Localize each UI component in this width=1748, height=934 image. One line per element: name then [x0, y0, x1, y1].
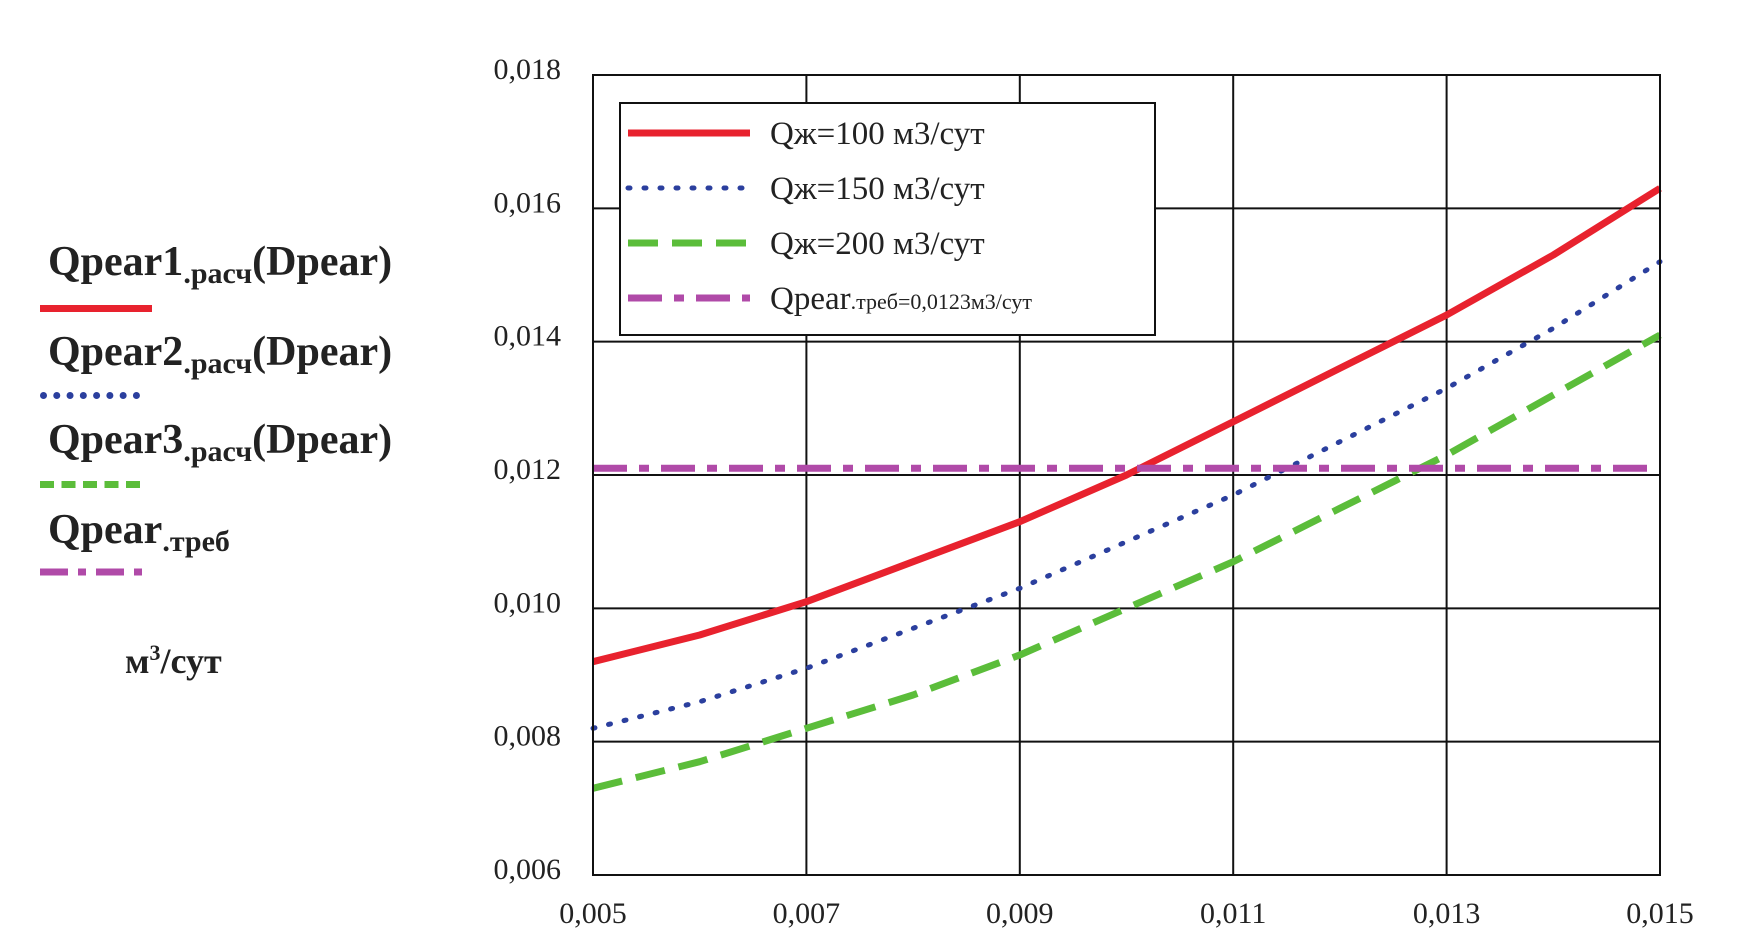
y-tick-label: 0,012	[494, 453, 562, 486]
y-tick-label: 0,008	[494, 720, 562, 753]
side-legend-swatch-1	[40, 305, 152, 312]
x-tick-label: 0,007	[773, 897, 841, 930]
x-tick-label: 0,009	[986, 897, 1054, 930]
side-legend-swatch-3	[40, 481, 140, 488]
plot-frame	[592, 74, 1661, 876]
x-tick-label: 0,015	[1626, 897, 1694, 930]
y-tick-label: 0,010	[494, 586, 562, 619]
side-legend-label-1: Qpear1.расч(Dpear)	[48, 239, 393, 290]
x-tick-label: 0,013	[1413, 897, 1481, 930]
side-legend-label-2: Qpear2.расч(Dpear)	[48, 329, 393, 380]
legend-label-2: Qж=150 м3/сут	[770, 171, 985, 207]
side-legend-label-4: Qpear.треб	[48, 507, 230, 558]
y-tick-label: 0,014	[494, 320, 562, 353]
y-tick-label: 0,016	[494, 186, 562, 219]
y-tick-label: 0,006	[494, 853, 562, 886]
series-line-3	[592, 331, 1662, 792]
series-line-2	[590, 259, 1663, 731]
x-tick-label: 0,011	[1200, 897, 1266, 930]
legend-label-small: .треб=0,0123м3/сут	[851, 289, 1033, 314]
side-legend-swatch-2	[40, 392, 140, 399]
legend-label-4: Qpear.треб=0,0123м3/сут	[770, 281, 1032, 317]
y-tick-label: 0,018	[494, 53, 562, 86]
series-line-1	[592, 185, 1662, 666]
x-tick-label: 0,005	[559, 897, 627, 930]
legend-label-1: Qж=100 м3/сут	[770, 116, 985, 152]
legend-label-3: Qж=200 м3/сут	[770, 226, 985, 262]
side-legend-label-3: Qpear3.расч(Dpear)	[48, 417, 393, 468]
side-legend-swatch-4	[40, 568, 150, 576]
unit-label: м3/сут	[125, 640, 222, 681]
